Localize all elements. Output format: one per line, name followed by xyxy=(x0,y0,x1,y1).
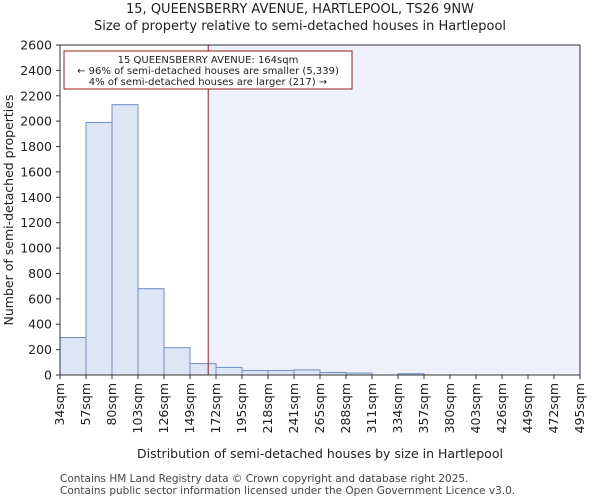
bar-57sqm xyxy=(85,121,113,376)
x-tick-label: 149sqm xyxy=(182,383,197,433)
y-tick-label: 2400 xyxy=(20,63,52,78)
y-tick-label: 1400 xyxy=(20,190,52,205)
x-tick-label: 334sqm xyxy=(390,383,405,433)
y-tick-label: 200 xyxy=(28,342,52,357)
plot-frame xyxy=(59,44,581,376)
y-tick-label: 2600 xyxy=(20,38,52,53)
x-tick-label: 126sqm xyxy=(156,383,171,433)
footer-copyright: Contains HM Land Registry data © Crown c… xyxy=(60,473,469,485)
x-tick-label: 380sqm xyxy=(442,383,457,433)
x-tick-label: 449sqm xyxy=(520,383,535,433)
x-tick-label: 34sqm xyxy=(52,383,67,426)
x-tick-label: 265sqm xyxy=(312,383,327,433)
x-tick-label: 241sqm xyxy=(286,383,301,433)
y-tick-label: 2200 xyxy=(20,88,52,103)
y-tick-label: 1600 xyxy=(20,164,52,179)
x-tick-label: 495sqm xyxy=(572,383,587,433)
chart-title: 15, QUEENSBERRY AVENUE, HARTLEPOOL, TS26… xyxy=(126,2,474,17)
x-tick-label: 218sqm xyxy=(260,383,275,433)
bar-218sqm xyxy=(267,370,295,376)
y-tick-label: 400 xyxy=(28,317,52,332)
x-axis-label: Distribution of semi-detached houses by … xyxy=(137,446,503,461)
x-tick-label: 172sqm xyxy=(208,383,223,433)
chart-subtitle: Size of property relative to semi-detach… xyxy=(93,19,507,34)
x-tick-label: 288sqm xyxy=(338,383,353,433)
x-tick-label: 472sqm xyxy=(546,383,561,433)
annotation-border xyxy=(63,50,353,90)
annotation-line-1: 15 QUEENSBERRY AVENUE: 164sqm xyxy=(118,55,299,66)
bar-103sqm xyxy=(137,288,165,376)
y-tick-label: 2000 xyxy=(20,114,52,129)
x-tick-label: 103sqm xyxy=(130,383,145,433)
footer-licence: Contains public sector information licen… xyxy=(60,485,516,497)
bar-126sqm xyxy=(163,347,191,376)
annotation-box: 15 QUEENSBERRY AVENUE: 164sqm ← 96% of s… xyxy=(63,50,353,90)
annotation-line-3: 4% of semi-detached houses are larger (2… xyxy=(89,77,327,88)
y-tick-label: 1200 xyxy=(20,215,52,230)
bar-195sqm xyxy=(241,370,269,376)
bar-241sqm xyxy=(293,369,321,376)
y-tick-label: 0 xyxy=(44,368,52,383)
bar-172sqm xyxy=(215,366,243,376)
x-tick-label: 57sqm xyxy=(78,383,93,426)
x-tick-label: 426sqm xyxy=(494,383,509,433)
x-tick-label: 357sqm xyxy=(416,383,431,433)
annotation-line-2: ← 96% of semi-detached houses are smalle… xyxy=(77,66,339,77)
x-tick-label: 403sqm xyxy=(468,383,483,433)
bar-80sqm xyxy=(111,104,139,376)
bar-149sqm xyxy=(189,363,217,376)
bar-34sqm xyxy=(59,337,87,376)
y-tick-label: 800 xyxy=(28,266,52,281)
y-axis-label: Number of semi-detached properties xyxy=(1,95,16,326)
y-tick-label: 1000 xyxy=(20,241,52,256)
x-tick-label: 195sqm xyxy=(234,383,249,433)
y-tick-label: 600 xyxy=(28,291,52,306)
x-tick-label: 311sqm xyxy=(364,383,379,433)
y-tick-label: 1800 xyxy=(20,139,52,154)
x-tick-label: 80sqm xyxy=(104,383,119,426)
larger-properties-shade xyxy=(208,45,580,375)
